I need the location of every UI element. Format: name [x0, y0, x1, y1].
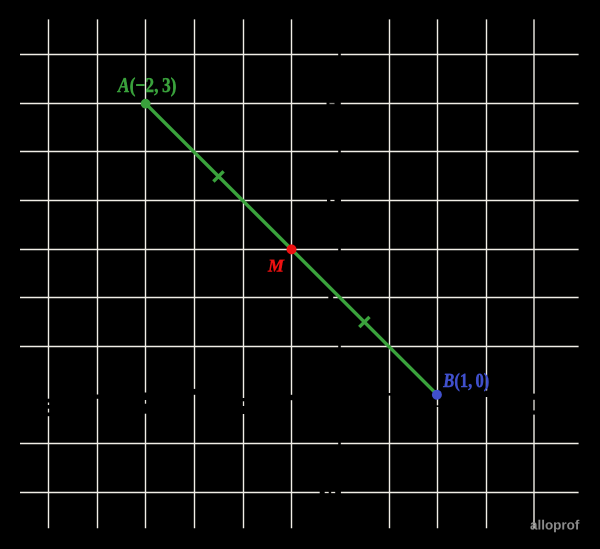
svg-text:alloprof: alloprof: [530, 517, 580, 532]
svg-text:M: M: [267, 255, 285, 275]
svg-text:A(−2, 3): A(−2, 3): [116, 73, 176, 97]
svg-text:B(1, 0): B(1, 0): [442, 370, 489, 392]
